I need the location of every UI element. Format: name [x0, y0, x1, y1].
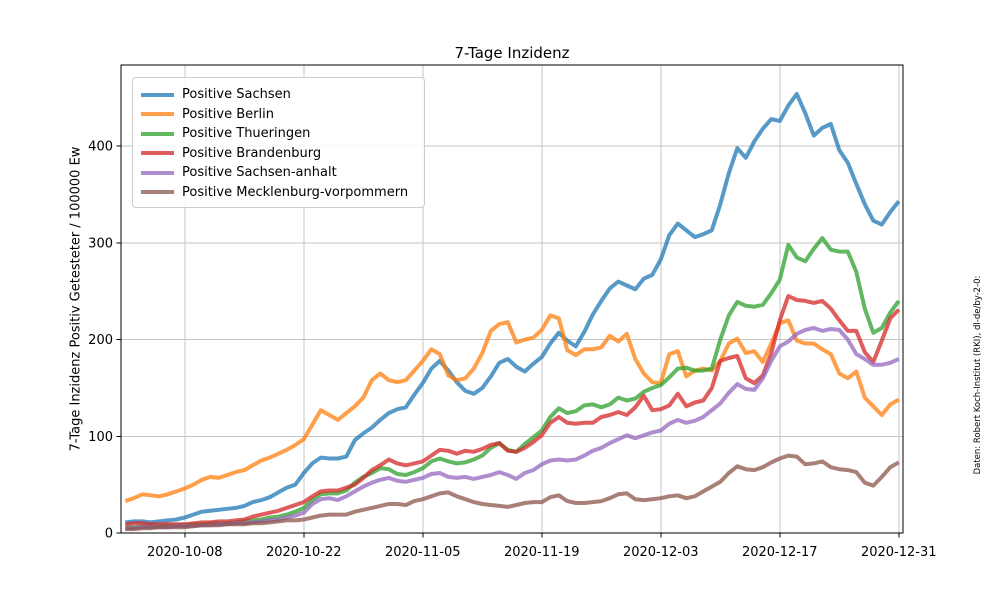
- legend-item-positive-sachsen-anhalt: Positive Sachsen-anhalt: [137, 163, 424, 183]
- legend-item-positive-mecklenburg-vorpommern: Positive Mecklenburg-vorpommern: [137, 183, 424, 203]
- y-tick-label: 0: [105, 527, 113, 542]
- x-tick-label: 2020-11-05: [385, 545, 461, 560]
- source-attribution: Daten: Robert Koch-Institut (RKI), dl-de…: [973, 275, 983, 475]
- legend: Positive Sachsen Positive Berlin Positive …: [132, 77, 425, 208]
- legend-item-label: Positive Mecklenburg-vorpommern: [182, 184, 409, 200]
- y-tick-label: 400: [88, 140, 113, 155]
- legend-item-positive-brandenburg: Positive Brandenburg: [137, 144, 424, 164]
- legend-item-label: Positive Berlin: [182, 106, 274, 122]
- x-tick-label: 2020-11-19: [504, 545, 580, 560]
- legend-item-positive-sachsen: Positive Sachsen: [137, 85, 424, 105]
- x-tick-label: 2020-12-31: [861, 545, 937, 560]
- legend-line-swatch-icon: [141, 92, 174, 97]
- x-tick-label: 2020-10-08: [147, 545, 223, 560]
- legend-item-label: Positive Sachsen: [182, 87, 291, 103]
- series-line-positive-sachsen: [125, 92, 901, 525]
- legend-item-label: Positive Sachsen-anhalt: [182, 165, 337, 181]
- y-axis-label: 7-Tage Inzidenz Positiv Getesteter / 100…: [68, 146, 84, 452]
- plot-border: [120, 64, 904, 534]
- series-line-positive-sachsen-anhalt: [125, 326, 900, 531]
- y-tick-label: 300: [88, 236, 113, 251]
- series-line-positive-mecklenburg-vorpommern: [125, 453, 900, 532]
- y-tick-label: 100: [88, 430, 113, 445]
- series-line-positive-berlin: [124, 313, 900, 503]
- x-tick-label: 2020-10-22: [266, 545, 342, 560]
- x-tick-label: 2020-12-03: [623, 545, 699, 560]
- legend-item-label: Positive Brandenburg: [182, 145, 322, 161]
- legend-line-swatch-icon: [141, 112, 174, 117]
- chart-title: 7-Tage Inzidenz: [454, 44, 570, 62]
- series-line-positive-brandenburg: [125, 294, 901, 527]
- legend-line-swatch-icon: [141, 131, 174, 136]
- series-line-positive-thueringen: [125, 236, 901, 530]
- legend-line-swatch-icon: [141, 170, 174, 175]
- legend-line-swatch-icon: [141, 151, 174, 156]
- legend-item-positive-thueringen: Positive Thueringen: [137, 124, 424, 144]
- legend-item-positive-berlin: Positive Berlin: [137, 105, 424, 125]
- legend-line-swatch-icon: [141, 190, 174, 195]
- y-tick-label: 200: [88, 333, 113, 348]
- legend-item-label: Positive Thueringen: [182, 126, 311, 142]
- x-tick-label: 2020-12-17: [742, 545, 818, 560]
